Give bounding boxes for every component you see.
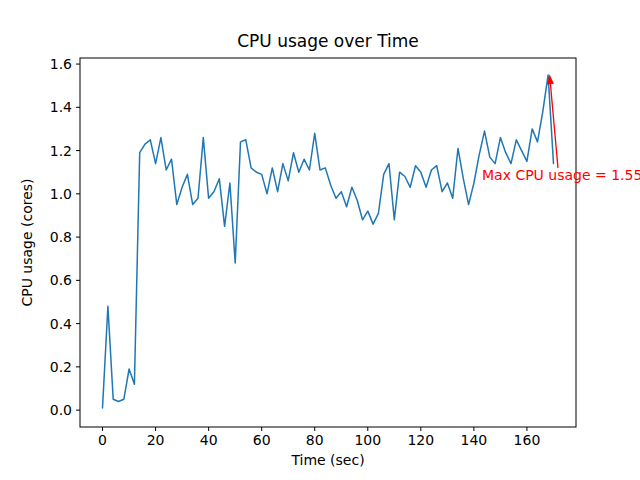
x-tick-label: 40 — [200, 432, 218, 448]
x-axis-label: Time (sec) — [80, 452, 576, 468]
figure: 0 20 40 60 80 100 120 140 160 0.0 0.2 0.4 0.6 0.8 1.0 1… — [0, 0, 640, 480]
chart-title: CPU usage over Time — [80, 32, 576, 50]
y-tick-label: 1.0 — [50, 186, 72, 202]
plot-border — [80, 58, 576, 427]
y-tick-label: 1.6 — [50, 56, 72, 72]
x-tick-label: 120 — [407, 432, 434, 448]
x-tick-label: 100 — [354, 432, 381, 448]
x-tick-label: 0 — [98, 432, 107, 448]
y-tick-label: 0.4 — [50, 316, 72, 332]
y-tick-label: 0.6 — [50, 272, 72, 288]
chart-canvas: 0 20 40 60 80 100 120 140 160 0.0 0.2 0.4 0.6 0.8 1.0 1… — [0, 0, 640, 480]
cpu-usage-line — [103, 75, 554, 408]
y-tick-label: 1.2 — [50, 143, 72, 159]
y-tick-label: 0.0 — [50, 402, 72, 418]
max-annotation-text: Max CPU usage = 1.55 — [482, 167, 640, 183]
y-tick-label: 0.8 — [50, 229, 72, 245]
x-tick-label: 60 — [253, 432, 271, 448]
x-tick-label: 20 — [147, 432, 165, 448]
y-tick-label: 0.2 — [50, 359, 72, 375]
y-tick-label: 1.4 — [50, 99, 72, 115]
x-tick-label: 160 — [514, 432, 541, 448]
x-tick-label: 80 — [306, 432, 324, 448]
y-axis-label: CPU usage (cores) — [19, 168, 36, 318]
x-tick-label: 140 — [461, 432, 488, 448]
